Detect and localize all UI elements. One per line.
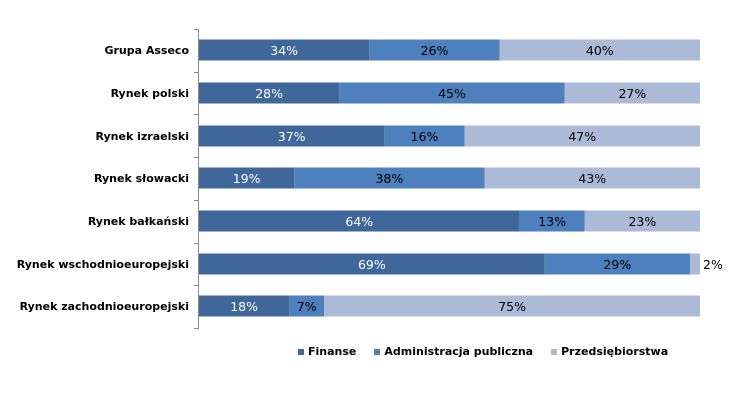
- legend-label-administracja-publiczna: Administracja publiczna: [384, 345, 534, 358]
- data-label-rynek-wschodnioeuropejski-administracja-publiczna: 29%: [603, 257, 631, 272]
- data-label-grupa-asseco-administracja-publiczna: 26%: [421, 43, 449, 58]
- data-label-rynek-zachodnioeuropejski-finanse: 18%: [230, 299, 258, 314]
- bar-rynek-wschodnioeuropejski-przedsiebiorstwa: [689, 253, 700, 275]
- legend-swatch-przedsiebiorstwa: [551, 348, 558, 355]
- legend-item-przedsiebiorstwa: Przedsiębiorstwa: [551, 345, 668, 358]
- category-label-rynek-wschodnioeuropejski: Rynek wschodnioeuropejski: [17, 258, 189, 271]
- bar-rynek-slowacki-przedsiebiorstwa: [484, 167, 700, 189]
- bar-grupa-asseco-finanse: [199, 39, 370, 61]
- bar-rynek-balkanski-finanse: [199, 210, 520, 232]
- bar-rynek-izraelski-finanse: [199, 125, 385, 147]
- bar-grupa-asseco-przedsiebiorstwa: [499, 39, 700, 61]
- data-label-rynek-balkanski-administracja-publiczna: 13%: [538, 214, 566, 229]
- bar-rynek-izraelski-administracja-publiczna: [384, 125, 465, 147]
- category-label-rynek-balkanski: Rynek bałkański: [88, 215, 189, 228]
- data-label-rynek-slowacki-administracja-publiczna: 38%: [375, 171, 403, 186]
- bar-rynek-zachodnioeuropejski-przedsiebiorstwa: [324, 295, 700, 317]
- legend-label-finanse: Finanse: [308, 345, 357, 358]
- legend-label-przedsiebiorstwa: Przedsiębiorstwa: [561, 345, 669, 358]
- data-label-rynek-izraelski-przedsiebiorstwa: 47%: [568, 129, 596, 144]
- data-label-rynek-polski-przedsiebiorstwa: 27%: [618, 86, 646, 101]
- bar-rynek-slowacki-finanse: [199, 167, 295, 189]
- bar-rynek-balkanski-przedsiebiorstwa: [584, 210, 700, 232]
- bar-rynek-slowacki-administracja-publiczna: [294, 167, 485, 189]
- bar-rynek-balkanski-administracja-publiczna: [519, 210, 585, 232]
- category-label-rynek-polski: Rynek polski: [111, 87, 189, 100]
- category-label-grupa-asseco: Grupa Asseco: [104, 44, 189, 57]
- data-label-rynek-zachodnioeuropejski-administracja-publiczna: 7%: [297, 299, 317, 314]
- legend-swatch-finanse: [298, 348, 304, 355]
- bar-rynek-zachodnioeuropejski-finanse: [199, 295, 290, 317]
- bar-rynek-wschodnioeuropejski-administracja-publiczna: [544, 253, 690, 275]
- data-label-rynek-polski-finanse: 28%: [255, 86, 283, 101]
- plot-area: Grupa Asseco 34% 26% 40% Rynek polski 28% 45% 2…: [17, 29, 723, 329]
- bar-rynek-polski-administracja-publiczna: [339, 82, 565, 104]
- legend: Finanse Administracja publiczna Przedsię…: [298, 345, 668, 358]
- bar-rynek-wschodnioeuropejski-finanse: [199, 253, 545, 275]
- data-label-rynek-slowacki-finanse: 19%: [233, 171, 261, 186]
- bar-rynek-polski-przedsiebiorstwa: [564, 82, 700, 104]
- category-label-rynek-zachodnioeuropejski: Rynek zachodnioeuropejski: [20, 300, 189, 313]
- bar-rynek-izraelski-przedsiebiorstwa: [464, 125, 700, 147]
- data-label-rynek-polski-administracja-publiczna: 45%: [438, 86, 466, 101]
- data-label-rynek-izraelski-finanse: 37%: [278, 129, 306, 144]
- data-label-rynek-wschodnioeuropejski-przedsiebiorstwa: 2%: [703, 257, 723, 272]
- data-label-rynek-balkanski-przedsiebiorstwa: 23%: [628, 214, 656, 229]
- data-label-grupa-asseco-przedsiebiorstwa: 40%: [586, 43, 614, 58]
- category-label-rynek-slowacki: Rynek słowacki: [94, 172, 189, 185]
- bar-rynek-zachodnioeuropejski-administracja-publiczna: [289, 295, 325, 317]
- category-label-rynek-izraelski: Rynek izraelski: [96, 130, 189, 143]
- legend-item-finanse: Finanse: [298, 345, 356, 358]
- data-label-rynek-izraelski-administracja-publiczna: 16%: [411, 129, 439, 144]
- bar-rynek-polski-finanse: [199, 82, 340, 104]
- data-label-rynek-wschodnioeuropejski-finanse: 69%: [358, 257, 386, 272]
- data-label-rynek-balkanski-finanse: 64%: [345, 214, 373, 229]
- data-label-rynek-zachodnioeuropejski-przedsiebiorstwa: 75%: [498, 299, 526, 314]
- data-label-grupa-asseco-finanse: 34%: [270, 43, 298, 58]
- legend-swatch-administracja-publiczna: [374, 348, 381, 355]
- legend-item-administracja-publiczna: Administracja publiczna: [374, 345, 533, 358]
- bar-grupa-asseco-administracja-publiczna: [369, 39, 500, 61]
- data-label-rynek-slowacki-przedsiebiorstwa: 43%: [578, 171, 606, 186]
